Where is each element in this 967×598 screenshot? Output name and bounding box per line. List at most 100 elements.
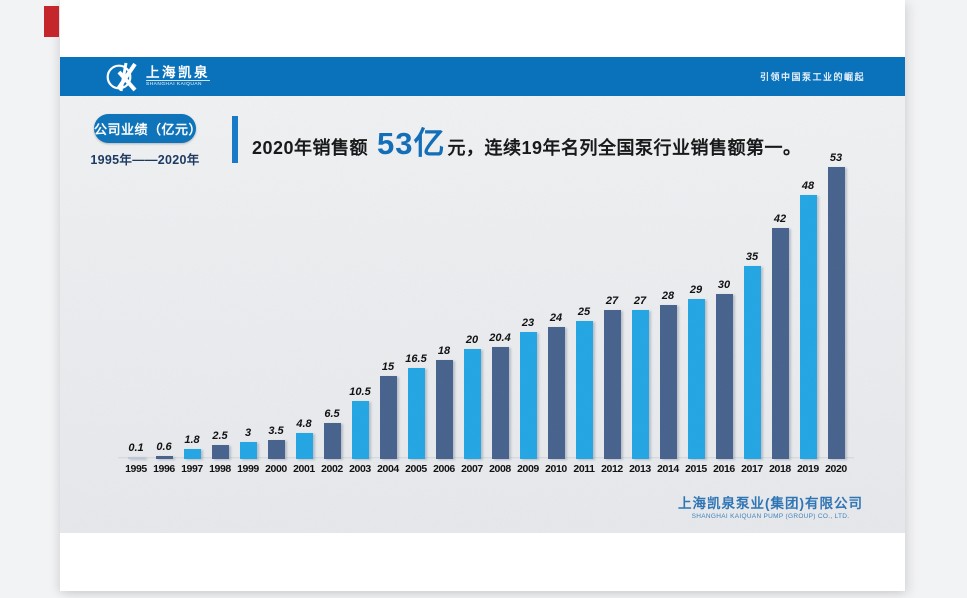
year-label: 1996 — [153, 463, 175, 475]
bar-value-label: 15 — [381, 361, 395, 373]
year-label: 2019 — [797, 463, 819, 475]
bar-value-label: 16.5 — [405, 353, 427, 365]
bar — [715, 294, 733, 459]
bar-group: 24 2010 — [542, 151, 570, 475]
bar-value-label: 1.8 — [184, 434, 200, 446]
bar — [211, 445, 229, 459]
bar-value-label: 20.4 — [489, 332, 511, 344]
year-label: 2015 — [685, 463, 707, 475]
bar — [295, 433, 313, 459]
bar — [743, 266, 761, 459]
year-label: 2000 — [265, 463, 287, 475]
bar-value-label: 10.5 — [349, 386, 371, 398]
bar-value-label: 27 — [605, 295, 619, 307]
bar-value-label: 3 — [244, 427, 252, 439]
bar-value-label: 42 — [773, 213, 787, 225]
bar-value-label: 53 — [829, 152, 843, 164]
bar-value-label: 0.1 — [128, 442, 144, 454]
bar-group: 25 2011 — [570, 151, 598, 475]
year-label: 1997 — [181, 463, 203, 475]
year-label: 2014 — [657, 463, 679, 475]
logo-text-block: 上海凯泉 SHANGHAI KAIQUAN — [146, 65, 210, 88]
bar-group: 30 2016 — [710, 151, 738, 475]
bar-group: 16.5 2005 — [402, 151, 430, 475]
bar-group: 1.8 1997 — [178, 151, 206, 475]
year-label: 2008 — [489, 463, 511, 475]
bar — [547, 327, 565, 459]
bar — [687, 299, 705, 459]
bar — [351, 401, 369, 459]
bar-value-label: 3.5 — [268, 425, 284, 437]
year-label: 2006 — [433, 463, 455, 475]
bar-value-label: 0.6 — [156, 441, 172, 453]
logo-name-en: SHANGHAI KAIQUAN — [146, 79, 210, 88]
year-label: 2011 — [573, 463, 595, 475]
bar-value-label: 35 — [745, 251, 759, 263]
bar — [827, 167, 845, 459]
year-label: 1999 — [237, 463, 259, 475]
year-label: 2013 — [629, 463, 651, 475]
bar-group: 2.5 1998 — [206, 151, 234, 475]
year-label: 2020 — [825, 463, 847, 475]
bar-group: 53 2020 — [822, 151, 850, 475]
bar-group: 4.8 2001 — [290, 151, 318, 475]
bar — [771, 228, 789, 459]
bar-value-label: 24 — [549, 312, 563, 324]
bar — [239, 442, 257, 459]
bar-value-label: 6.5 — [324, 408, 340, 420]
bar-group: 28 2014 — [654, 151, 682, 475]
footer-company-cn: 上海凯泉泵业(集团)有限公司 — [678, 496, 863, 511]
bar — [659, 305, 677, 459]
year-label: 2001 — [293, 463, 315, 475]
bar-group: 3 1999 — [234, 151, 262, 475]
bar-group: 42 2018 — [766, 151, 794, 475]
bar-value-label: 28 — [661, 290, 675, 302]
bar — [435, 360, 453, 459]
bar-group: 15 2004 — [374, 151, 402, 475]
bar — [463, 349, 481, 459]
bar-group: 18 2006 — [430, 151, 458, 475]
kaiquan-logo-icon — [106, 62, 139, 92]
bar-group: 23 2009 — [514, 151, 542, 475]
bar-value-label: 48 — [801, 180, 815, 192]
company-logo: 上海凯泉 SHANGHAI KAIQUAN — [106, 62, 210, 92]
bar-group: 48 2019 — [794, 151, 822, 475]
footer-company-en: SHANGHAI KAIQUAN PUMP (GROUP) CO., LTD. — [691, 513, 850, 520]
bar-group: 10.5 2003 — [346, 151, 374, 475]
year-label: 2018 — [769, 463, 791, 475]
red-bookmark-tab — [44, 6, 59, 37]
banner-slogan: 引领中国泵工业的崛起 — [759, 72, 865, 82]
year-label: 2017 — [741, 463, 763, 475]
year-label: 2005 — [405, 463, 427, 475]
bar — [407, 368, 425, 459]
bar-value-label: 2.5 — [212, 430, 228, 442]
bar-group: 27 2013 — [626, 151, 654, 475]
bar — [575, 321, 593, 459]
bar-group: 0.6 1996 — [150, 151, 178, 475]
bar — [183, 449, 201, 459]
year-label: 2003 — [349, 463, 371, 475]
bar — [267, 440, 285, 459]
bar — [323, 423, 341, 459]
bar — [379, 376, 397, 459]
header-banner: 上海凯泉 SHANGHAI KAIQUAN 引领中国泵工业的崛起 — [60, 57, 905, 96]
bar-group: 0.1 1995 — [122, 151, 150, 475]
bar — [491, 347, 509, 459]
year-label: 1998 — [209, 463, 231, 475]
bar-value-label: 27 — [633, 295, 647, 307]
bar-group: 3.5 2000 — [262, 151, 290, 475]
year-label: 2009 — [517, 463, 539, 475]
bar — [799, 195, 817, 459]
bar — [631, 310, 649, 459]
bar-group: 20 2007 — [458, 151, 486, 475]
slide-page: 上海凯泉 SHANGHAI KAIQUAN 引领中国泵工业的崛起 公司业绩（亿元… — [60, 0, 905, 591]
bar-group: 20.4 2008 — [486, 151, 514, 475]
chart-title-badge: 公司业绩（亿元） — [94, 114, 202, 143]
bar-group: 6.5 2002 — [318, 151, 346, 475]
bar-value-label: 23 — [521, 317, 535, 329]
slide-content-area: 公司业绩（亿元） 1995年——2020年 2020年销售额 53亿 元，连续1… — [60, 96, 905, 533]
year-label: 2004 — [377, 463, 399, 475]
bar-value-label: 29 — [689, 284, 703, 296]
bar — [519, 332, 537, 459]
bar-chart: 0.1 1995 0.6 1996 1.8 1997 2.5 1998 3 1999 3.5 2000… — [118, 151, 854, 475]
